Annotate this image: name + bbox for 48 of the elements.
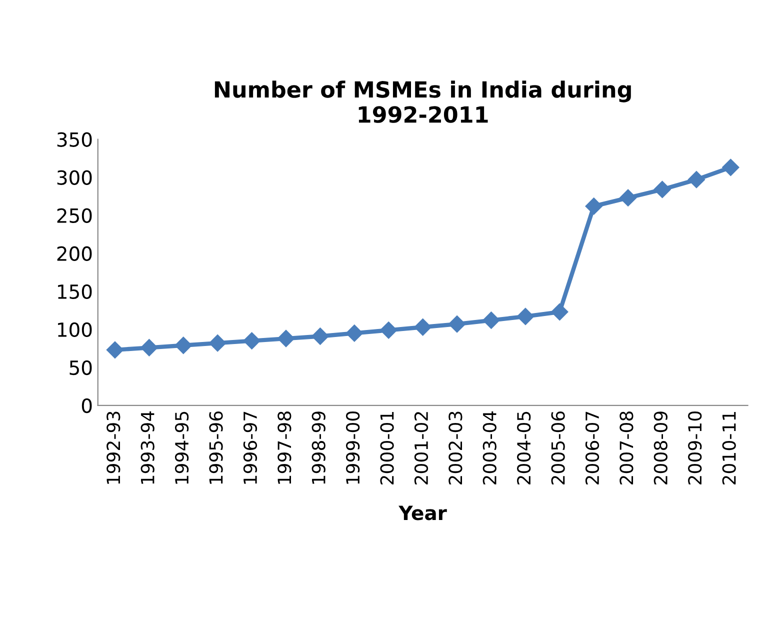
y-tick-label: 250 xyxy=(57,208,92,223)
x-tick-label: 1997-98 xyxy=(278,412,292,484)
y-tick-label: 50 xyxy=(70,360,92,376)
y-tick-label: 0 xyxy=(82,398,92,414)
x-tick-label: 2004-05 xyxy=(517,412,531,484)
x-tick-label: 2003-04 xyxy=(482,411,496,484)
point xyxy=(551,303,568,320)
point xyxy=(482,312,500,329)
point xyxy=(585,198,602,215)
point xyxy=(654,180,671,198)
x-tick-label: 1996-97 xyxy=(243,412,258,484)
x-tick-label: 1993-94 xyxy=(140,411,154,484)
x-tick-label: 1999-00 xyxy=(346,412,360,484)
x-tick-label: 2010-11 xyxy=(722,412,736,484)
point xyxy=(243,332,260,350)
point xyxy=(414,318,432,336)
x-tick-label: 1992-93 xyxy=(106,412,120,484)
x-tick-label: 2008-09 xyxy=(654,412,668,484)
point xyxy=(209,334,226,352)
x-tick-label: 1994-95 xyxy=(174,412,189,484)
point xyxy=(106,341,124,358)
x-tick-label: 2007-08 xyxy=(620,412,634,484)
y-tick-label: 100 xyxy=(58,322,92,338)
x-tick-label: 2002-03 xyxy=(448,412,462,484)
chart-title: Number of MSMEs in India during 1992-2011 xyxy=(214,80,631,123)
point xyxy=(277,330,295,348)
x-tick-label: 2006-07 xyxy=(585,412,600,484)
x-tick-label: 2000-01 xyxy=(380,412,394,484)
y-tick-label: 350 xyxy=(57,132,92,147)
point xyxy=(448,316,466,333)
point xyxy=(722,158,740,176)
point xyxy=(380,322,398,339)
point xyxy=(688,171,706,188)
point xyxy=(174,336,192,354)
y-tick-label: 300 xyxy=(57,170,92,185)
point xyxy=(619,189,637,206)
x-tick-label: 2009-10 xyxy=(688,412,702,484)
point xyxy=(516,308,534,326)
x-tick-label: 2005-06 xyxy=(551,411,565,484)
x-axis-title: Year xyxy=(398,506,447,520)
x-tick-label: 1998-99 xyxy=(312,412,326,484)
y-tick-label: 200 xyxy=(57,246,92,262)
x-tick-label: 2001-02 xyxy=(414,412,428,484)
point xyxy=(312,328,329,345)
point xyxy=(140,339,158,356)
y-tick-label: 150 xyxy=(58,284,92,300)
x-tick-label: 1995-96 xyxy=(209,411,223,484)
point xyxy=(346,324,363,342)
